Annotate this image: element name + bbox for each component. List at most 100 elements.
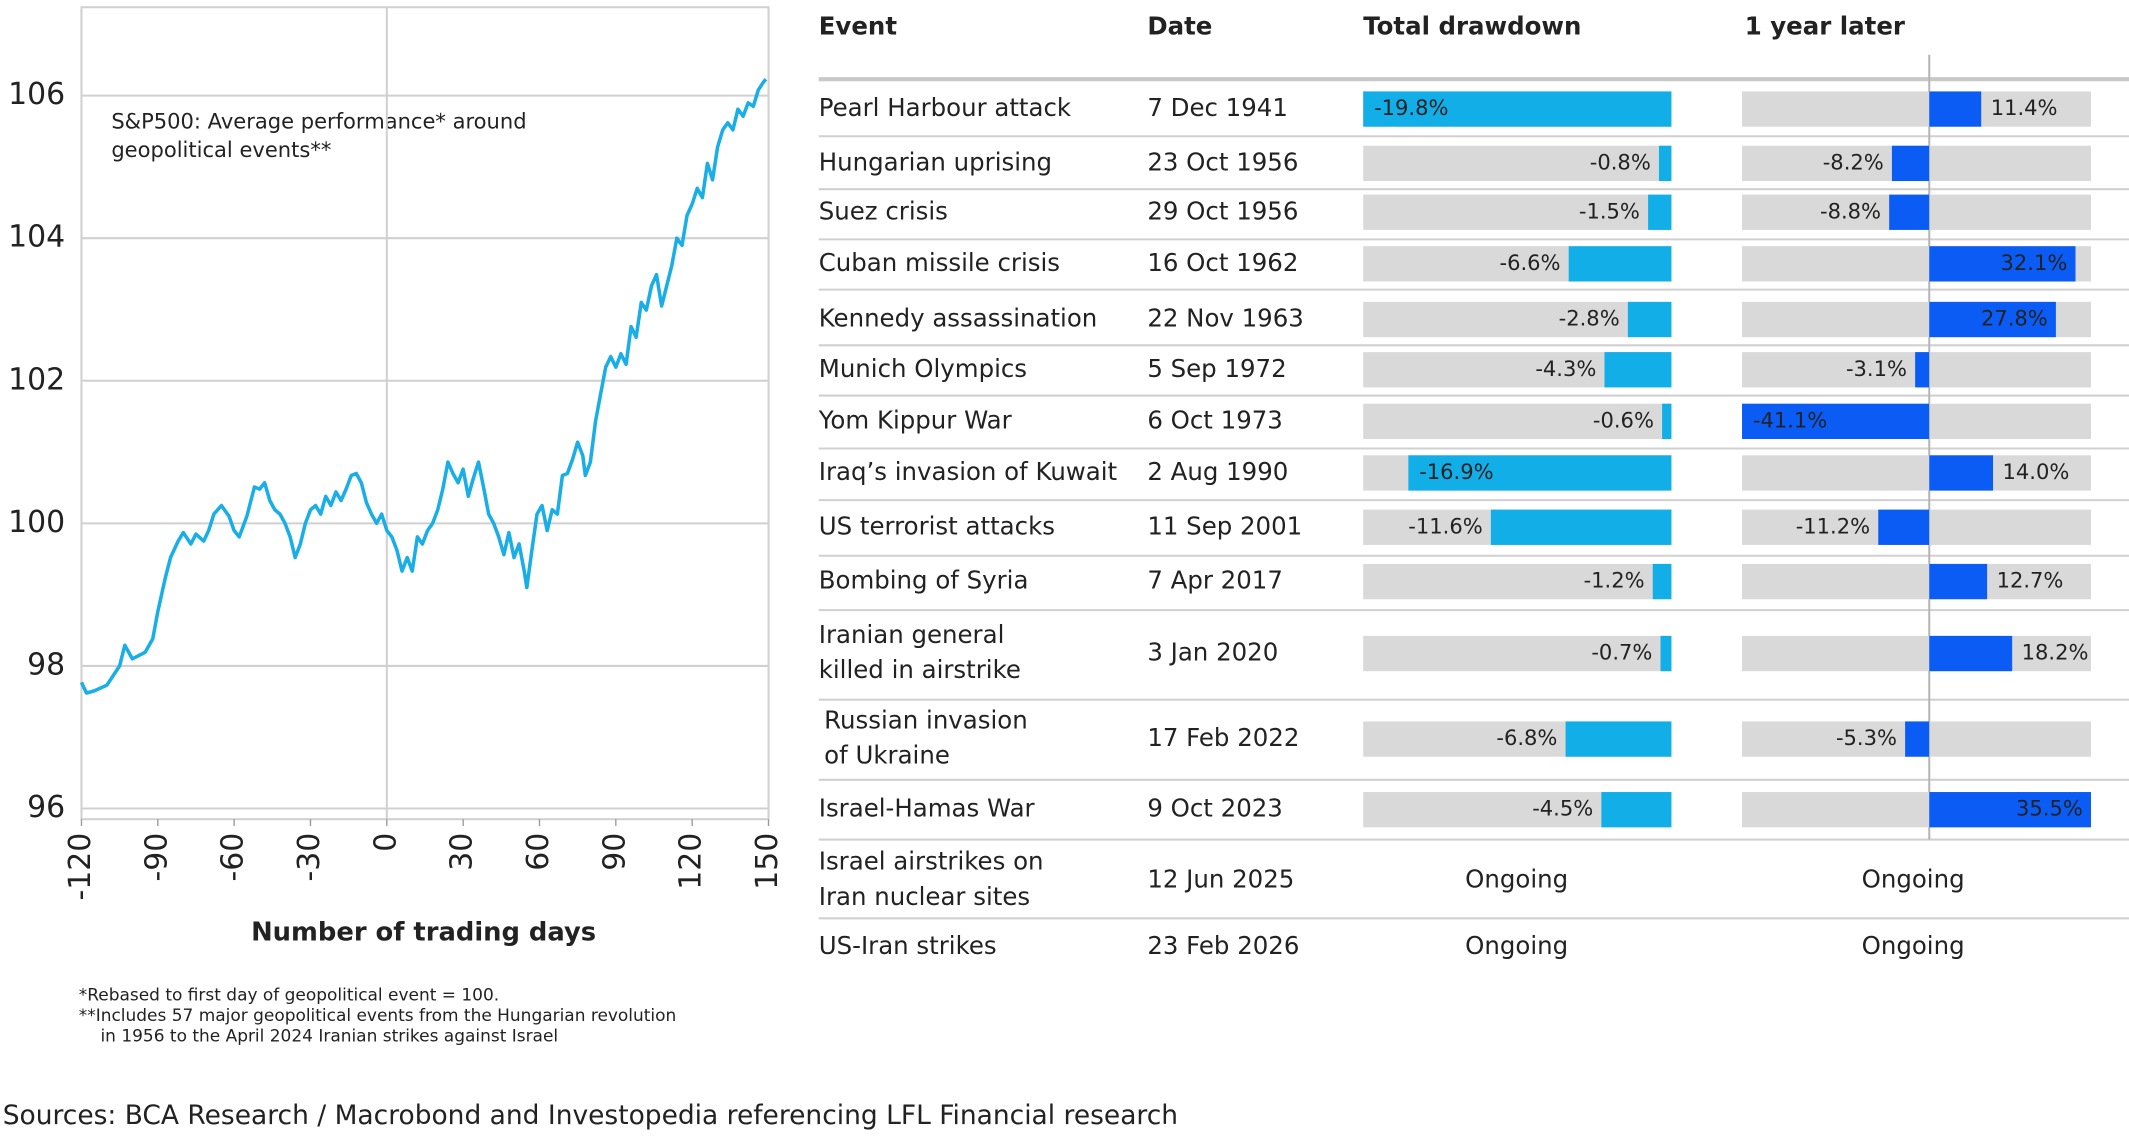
event-name: Iraq’s invasion of Kuwait <box>819 457 1117 486</box>
bar <box>1929 792 2091 828</box>
bar-label: -6.8% <box>1496 725 1557 750</box>
bar-label: -8.2% <box>1823 149 1884 174</box>
event-date: 23 Oct 1956 <box>1147 147 1298 176</box>
bar-label: 32.1% <box>2001 250 2068 275</box>
bar <box>1929 246 2076 282</box>
bar-label: -19.8% <box>1374 95 1448 120</box>
event-date: 9 Oct 2023 <box>1147 794 1283 823</box>
bar-label: 12.7% <box>1997 568 2064 593</box>
x-tick-label: -90 <box>139 833 174 882</box>
event-date: 3 Jan 2020 <box>1147 638 1278 667</box>
bar-background <box>1742 455 2091 491</box>
event-date: 23 Feb 2026 <box>1147 931 1299 960</box>
bar <box>1929 301 2056 338</box>
column-header: 1 year later <box>1745 12 1905 41</box>
column-header: Total drawdown <box>1363 12 1581 41</box>
x-tick-label: -30 <box>292 833 327 882</box>
bar-label: -1.5% <box>1579 198 1640 223</box>
bar <box>1660 635 1672 672</box>
event-date: 12 Jun 2025 <box>1147 864 1294 893</box>
bar <box>1662 403 1672 440</box>
x-axis-label: Number of trading days <box>251 918 596 948</box>
bar-label: -3.1% <box>1846 356 1907 381</box>
event-name: Kennedy assassination <box>819 304 1098 333</box>
event-date: 6 Oct 1973 <box>1147 405 1283 434</box>
event-date: 11 Sep 2001 <box>1147 511 1302 540</box>
status: Ongoing <box>1862 864 1965 893</box>
x-tick-label: 0 <box>368 833 403 852</box>
bar-label: -11.2% <box>1796 513 1870 538</box>
y-tick-label: 106 <box>8 77 65 112</box>
bar <box>1929 563 1988 600</box>
bar <box>1408 455 1672 491</box>
bar-label: -11.6% <box>1408 513 1482 538</box>
x-tick-label: 120 <box>674 833 709 890</box>
line <box>79 78 768 695</box>
bar-background <box>1363 145 1672 182</box>
bar <box>1905 721 1930 757</box>
event-name: Hungarian uprising <box>819 147 1052 176</box>
bar-background <box>1742 91 2091 127</box>
event-date: 2 Aug 1990 <box>1147 457 1288 486</box>
event-date: 5 Sep 1972 <box>1147 354 1286 383</box>
bar-label: -6.6% <box>1500 250 1561 275</box>
x-tick-label: -120 <box>63 833 98 901</box>
bar-label: -4.5% <box>1532 796 1593 821</box>
bar-label: -2.8% <box>1559 306 1620 331</box>
annotation: geopolitical events** <box>111 137 331 162</box>
bar <box>1929 91 1982 127</box>
x-tick-label: 60 <box>521 833 556 871</box>
bar-label: -5.3% <box>1836 725 1897 750</box>
event-date: 7 Dec 1941 <box>1147 93 1288 122</box>
event-name: Israel airstrikes on <box>819 847 1044 876</box>
bar-label: 35.5% <box>2016 796 2083 821</box>
event-name: US-Iran strikes <box>819 931 997 960</box>
bar <box>1363 91 1672 127</box>
bar-background <box>1742 635 2091 672</box>
bar-label: -16.9% <box>1419 459 1493 484</box>
bar-background <box>1363 403 1672 440</box>
y-tick-label: 102 <box>8 362 65 397</box>
bar-label: -8.8% <box>1820 198 1881 223</box>
status: Ongoing <box>1862 931 1965 960</box>
event-name: Suez crisis <box>819 196 948 225</box>
event-date: 17 Feb 2022 <box>1147 723 1299 752</box>
event-name: US terrorist attacks <box>819 511 1055 540</box>
bar <box>1915 352 1930 388</box>
y-tick-label: 100 <box>8 505 65 540</box>
y-tick-label: 96 <box>27 790 65 825</box>
event-name: Pearl Harbour attack <box>819 93 1072 122</box>
bar <box>1878 509 1930 545</box>
bar-background <box>1363 563 1672 600</box>
footnote: in 1956 to the April 2024 Iranian strike… <box>100 1026 558 1046</box>
status: Ongoing <box>1465 931 1568 960</box>
bar-label: -0.8% <box>1590 149 1651 174</box>
column-header: Event <box>819 12 898 41</box>
event-name: of Ukraine <box>824 741 950 770</box>
bar <box>1929 635 2013 672</box>
bar-label: 14.0% <box>2003 459 2070 484</box>
source: Sources: BCA Research / Macrobond and In… <box>3 1100 1178 1131</box>
bar-label: -0.7% <box>1591 640 1652 665</box>
event-name: Israel-Hamas War <box>819 794 1036 823</box>
event-name: killed in airstrike <box>819 655 1021 684</box>
status: Ongoing <box>1465 864 1568 893</box>
footnote: **Includes 57 major geopolitical events … <box>79 1006 677 1026</box>
bar <box>1490 509 1672 545</box>
plot-frame <box>80 6 770 821</box>
bar <box>1891 145 1930 182</box>
bar-background <box>1363 194 1672 230</box>
bar <box>1742 403 1930 440</box>
bar-label: 27.8% <box>1981 306 2048 331</box>
bar <box>1889 194 1930 230</box>
event-name: Iranian general <box>819 620 1005 649</box>
bar <box>1652 563 1672 600</box>
event-date: 7 Apr 2017 <box>1147 566 1283 595</box>
event-date: 29 Oct 1956 <box>1147 196 1298 225</box>
y-tick-label: 98 <box>27 647 65 682</box>
bar-label: -41.1% <box>1753 407 1827 432</box>
event-name: Yom Kippur War <box>818 405 1013 434</box>
x-tick-label: 150 <box>750 833 785 890</box>
bar <box>1658 145 1672 182</box>
